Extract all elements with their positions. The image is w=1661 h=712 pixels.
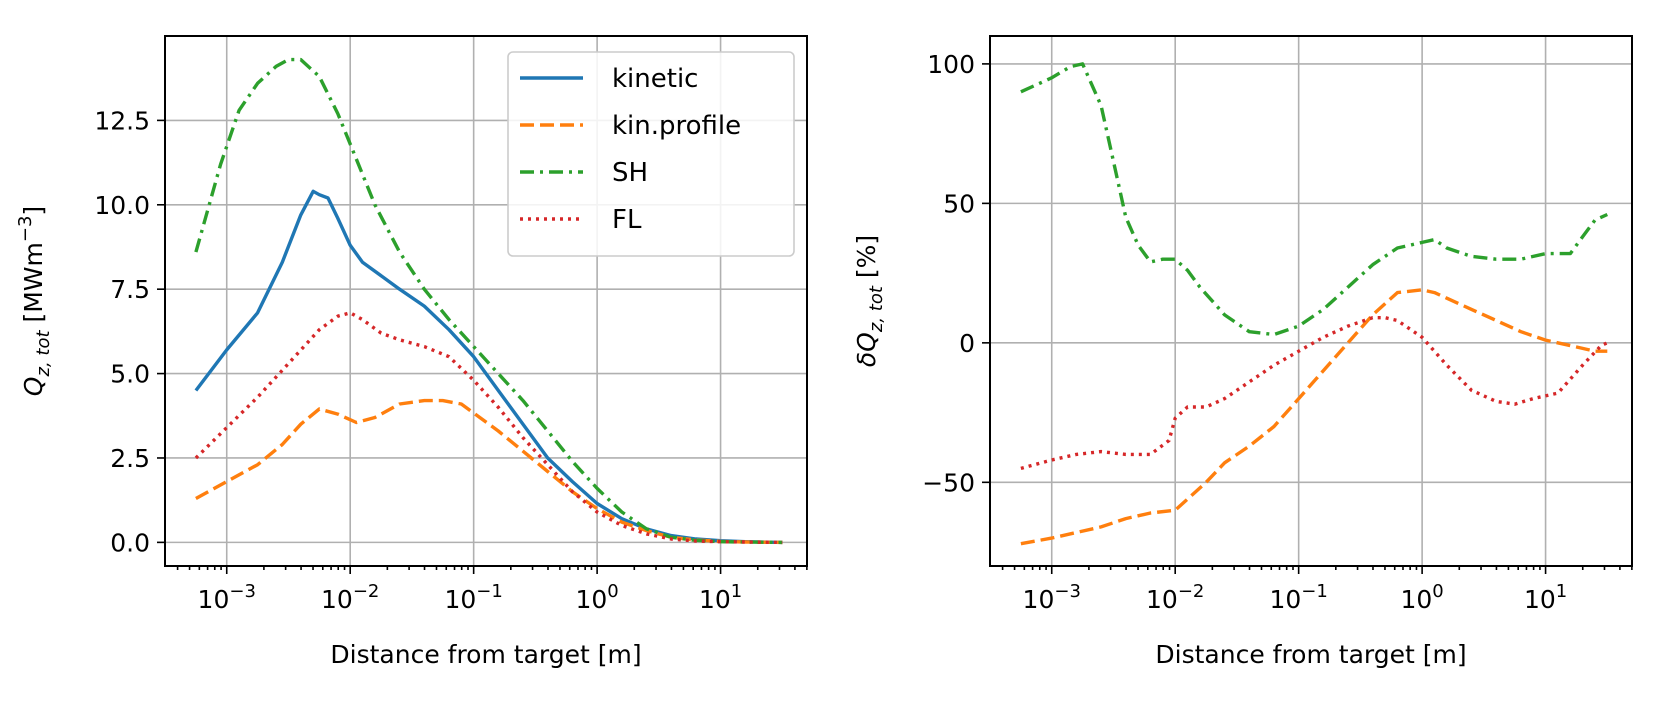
legend-label-fl: FL [612,205,642,235]
right-y-tick-label: 50 [943,189,975,218]
legend-label-kin-profile: kin.profile [612,111,741,141]
left-y-label-subscript: z, tot [33,330,54,378]
left-y-tick-label: 7.5 [110,275,150,304]
left-x-tick-label: 100 [575,581,618,614]
left-y-tick-label: 2.5 [110,444,150,473]
right-series-fl [1020,316,1608,471]
left-series-sh [194,57,783,545]
left-y-label-unit-close: ] [19,206,48,216]
left-series-kin-profile [195,398,783,545]
left-x-tick-label: 10−3 [198,581,256,614]
right-series-kin-profile [1020,288,1608,546]
left-chart-frame [164,35,808,567]
left-y-tick-label: 10.0 [94,191,150,220]
right-x-tick-label: 101 [1524,581,1567,614]
left-y-tick-label: 5.0 [110,360,150,389]
left-x-axis-label: Distance from target [m] [330,640,641,669]
left-chart: 10−3 10−2 10−1 100 101 0.0 2.5 5.0 7.5 10.0 12.5 D… [15,35,808,669]
right-y-axis-label: δQz, tot [%] [852,235,887,367]
left-y-tick-label: 12.5 [94,106,150,135]
right-y-tick-label: 100 [927,50,975,79]
right-y-tick-label: −50 [922,468,975,497]
right-y-label-subscript: z, tot [866,285,887,333]
left-x-tick-label: 101 [699,581,742,614]
left-x-tick-label: 10−1 [444,581,502,614]
right-chart: 10−3 10−2 10−1 100 101 −50 0 50 100 Distance fro… [852,35,1633,669]
legend-label-sh: SH [612,158,648,188]
right-x-tick-label: 10−2 [1146,581,1204,614]
legend-box [507,51,795,257]
right-x-tick-label: 10−1 [1269,581,1327,614]
right-x-axis-label: Distance from target [m] [1155,640,1466,669]
right-y-label-symbol: δQ [852,332,881,367]
left-y-label-unit-exponent: −3 [15,216,36,243]
right-x-tick-label: 10−3 [1023,581,1081,614]
left-x-tick-label: 10−2 [321,581,379,614]
right-x-tick-label: 100 [1400,581,1443,614]
right-chart-frame [989,35,1633,567]
right-y-tick-label: 0 [959,329,975,358]
right-series-sh [1020,62,1609,337]
legend: kinetic kin.profile SH FL [507,51,795,257]
legend-label-kinetic: kinetic [612,64,698,94]
left-y-axis-label: Qz, tot [MWm−3] [15,206,54,396]
left-y-tick-label: 0.0 [110,528,150,557]
left-y-label-symbol: Q [19,377,48,397]
left-series-fl [194,311,783,545]
right-y-label-unit: [%] [852,235,881,286]
left-y-label-unit: [MWm [19,242,48,330]
